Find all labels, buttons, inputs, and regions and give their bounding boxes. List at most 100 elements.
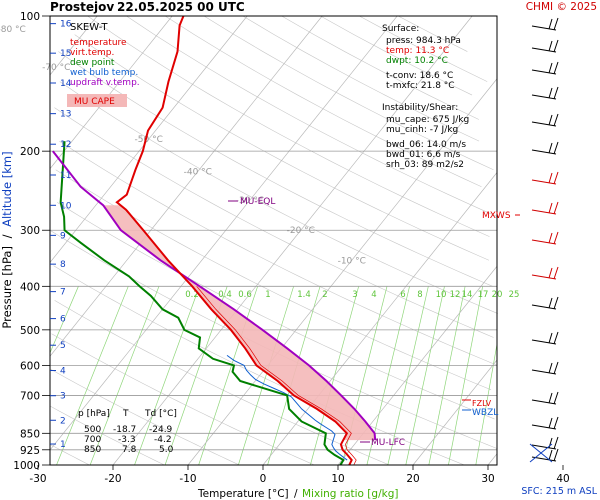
mixing-ratio-labels: 0.2 0.4 0.6 1 1.4 2 3 4 6 8 10 12 14 17 20 25 (185, 290, 519, 300)
axis-title-separator-x: / (294, 488, 298, 500)
pressure-tick-label: 1000 (13, 460, 40, 472)
mixing-ratio-line (448, 286, 484, 466)
dry-adiabat-line (54, 107, 494, 338)
wind-barb-flag (548, 18, 553, 30)
t-mxfc: t-mxfc: 21.8 °C (386, 81, 455, 91)
t-conv: t-conv: 18.6 °C (386, 71, 453, 81)
dry-adiabat-line (58, 51, 493, 287)
mixing-ratio-label: 25 (509, 290, 520, 300)
isotherm-label: -40 °C (184, 168, 212, 178)
mixing-ratio-line (49, 286, 79, 353)
table-row-700-t: -3.3 (118, 435, 136, 445)
legend-wet-bulb: wet bulb temp. (70, 68, 138, 78)
wind-barb-flag (548, 62, 553, 74)
table-header-p: p [hPa] (78, 409, 110, 419)
fzlv-label: FZLV (472, 399, 492, 408)
table-row-500-t: -18.7 (113, 425, 136, 435)
dry-adiabat-line (359, 15, 488, 82)
isotherm-line (487, 453, 498, 466)
wind-barb-flag (548, 114, 553, 126)
surface-temp: temp: 11.3 °C (386, 46, 449, 56)
wind-barb-flag (553, 448, 559, 462)
legend-virt-temp: virt.temp. (70, 48, 114, 58)
table-row-700-td: -4.2 (154, 435, 172, 445)
pressure-tick-label: 700 (20, 390, 40, 402)
wind-barb-flag (553, 361, 559, 375)
wind-barb-staff (531, 69, 557, 75)
mixing-ratio-line (387, 286, 429, 466)
altitude-tick-label: 13 (60, 110, 71, 120)
x-axis-title: Temperature [°C] (197, 488, 289, 500)
mu-cinh: mu_cinh: -7 J/kg (386, 125, 458, 135)
dry-adiabat-line (49, 368, 240, 466)
pressure-ticks: 100 200 300 400 500 600 700 850 925 1000 (13, 11, 50, 472)
dry-adiabat-line (59, 140, 498, 366)
dry-adiabats (49, 15, 498, 466)
altitude-tick-label: 15 (60, 49, 71, 59)
wind-barb-flag (553, 296, 559, 310)
mixing-ratio-label: 0.6 (238, 290, 252, 300)
temperature-tick-label: 0 (260, 473, 267, 485)
wind-barb-staff (531, 209, 557, 215)
isotherm-line (49, 15, 248, 263)
pressure-tick-label: 100 (20, 11, 40, 23)
legend-updraft: updraft v.temp. (70, 78, 140, 88)
pressure-tick-label: 600 (20, 360, 40, 372)
bwd-06: bwd_06: 14.0 m/s (386, 140, 466, 150)
wind-barb-flag (548, 362, 553, 374)
mixing-ratio-label: 17 (478, 290, 489, 300)
datetime-title: 22.05.2025 00 UTC (117, 0, 245, 14)
pressure-tick-label: 925 (20, 445, 40, 457)
table-header-t: T (122, 409, 129, 419)
mixing-ratio-line (56, 286, 129, 466)
updraft-line (52, 150, 377, 441)
isotherm-label: -10 °C (338, 256, 366, 266)
mixing-ratio-label: 1 (265, 290, 270, 300)
bwd-01: bwd_01: 6.6 m/s (386, 150, 461, 160)
temperature-line (115, 15, 353, 466)
wind-barb-flag (553, 39, 559, 53)
dry-adiabat-line (57, 202, 495, 420)
dry-adiabat-line (281, 15, 479, 120)
isotherm-line (49, 15, 323, 357)
station-title: Prostejov (50, 0, 114, 14)
surface-panel: Surface: press: 984.3 hPa temp: 11.3 °C … (382, 24, 469, 170)
pressure-tick-label: 200 (20, 146, 40, 158)
wind-barb-flag (553, 391, 559, 405)
pressure-axis-title: Pressure [hPa] (0, 246, 14, 329)
wind-barb-flag (553, 113, 559, 127)
table-row-700-p: 700 (84, 435, 101, 445)
wind-barb-flag (553, 231, 559, 245)
legend-temperature: temperature (70, 38, 127, 48)
sfc-altitude: SFC: 215 m ASL (521, 486, 597, 497)
mixing-ratio-label: 4 (371, 290, 376, 300)
mixing-ratio-line (198, 286, 258, 466)
wind-barb-flag (548, 417, 553, 429)
altitude-tick-label: 16 (60, 20, 72, 30)
altitude-axis-title: Altitude [km] (0, 151, 14, 226)
wind-barb-staff (531, 444, 557, 450)
isotherm-line (49, 15, 398, 451)
altitude-tick-label: 12 (60, 140, 71, 150)
legend-cape-swatch (67, 94, 127, 107)
altitude-tick-label: 6 (60, 315, 66, 325)
pressure-tick-label: 850 (20, 428, 40, 440)
temperature-tick-label: 40 (556, 473, 569, 485)
dry-adiabat-line (398, 15, 468, 52)
altitude-tick-label: 2 (60, 416, 66, 426)
mixing-ratio-label: 6 (400, 290, 405, 300)
surface-press: press: 984.3 hPa (386, 36, 461, 46)
mixing-ratio-label: 0.2 (185, 290, 199, 300)
wind-barb-staff (531, 399, 557, 405)
wind-barb-flag (553, 17, 559, 31)
isotherm-line (49, 15, 98, 76)
y-axis-title: Pressure [hPa] / Altitude [km] (0, 151, 14, 328)
wet-bulb-line (226, 354, 348, 461)
wind-barb-flag (553, 416, 559, 430)
wind-barb-staff (531, 304, 557, 310)
table-row-500-td: -24.9 (149, 425, 173, 435)
wind-barb-flag (548, 449, 553, 461)
wind-barb-flag (548, 267, 553, 279)
wind-barb-staff (531, 121, 557, 127)
